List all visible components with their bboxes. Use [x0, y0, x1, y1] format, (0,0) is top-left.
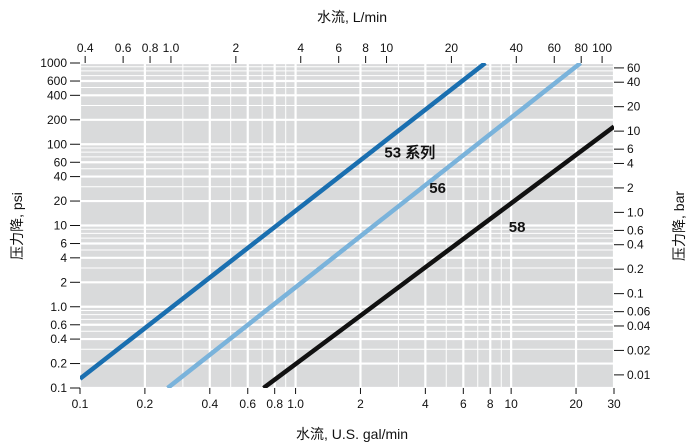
- x-top-tick-label: 8: [362, 41, 369, 55]
- x-top-tick-label: 80: [575, 41, 589, 55]
- y-left-tick-label: 0.4: [50, 332, 67, 346]
- y-left-tick-label: 60: [54, 155, 68, 169]
- x-bottom-tick-label: 10: [504, 397, 518, 411]
- y-right-tick-label: 40: [627, 75, 641, 89]
- y-left-tick-label: 1000: [40, 56, 67, 70]
- y-right-axis-title: 压力降, bar: [671, 191, 687, 261]
- y-left-tick-label: 40: [54, 170, 68, 184]
- labels-layer: 53 系列 56 58: [384, 143, 525, 236]
- x-bottom-tick-label: 0.8: [266, 397, 283, 411]
- y-left-tick-label: 0.2: [50, 357, 67, 371]
- x-bottom-tick-label: 4: [422, 397, 429, 411]
- y-right-tick-label: 0.6: [627, 223, 644, 237]
- major-grid: [78, 61, 616, 390]
- x-top-tick-label: 1.0: [163, 41, 180, 55]
- y-right-tick-label: 6: [627, 142, 634, 156]
- x-top-tick-label: 4: [297, 41, 304, 55]
- x-bottom-tick-label: 0.4: [201, 397, 218, 411]
- series-label-1: 53 系列: [384, 143, 435, 161]
- y-right-tick-label: 0.01: [627, 368, 651, 382]
- y-left-axis-title: 压力降, psi: [9, 192, 25, 260]
- y-left-tick-label: 2: [60, 275, 67, 289]
- y-left-tick-label: 200: [47, 113, 67, 127]
- y-right-tick-label: 10: [627, 124, 641, 138]
- y-left-tick-label: 20: [54, 194, 68, 208]
- x-top-tick-label: 60: [548, 41, 562, 55]
- y-left-tick-label: 6: [60, 237, 67, 251]
- x-top-tick-label: 20: [445, 41, 459, 55]
- series-line-2: [166, 63, 582, 388]
- series-label-2: 56: [429, 180, 446, 197]
- x-top-tick-label: 0.6: [115, 41, 132, 55]
- y-left-tick-label: 100: [47, 137, 67, 151]
- x-bottom-tick-label: 30: [607, 397, 621, 411]
- x-top-tick-label: 10: [380, 41, 394, 55]
- x-top-tick-label: 40: [510, 41, 524, 55]
- x-bottom-tick-label: 8: [487, 397, 494, 411]
- y-right-tick-label: 1.0: [627, 205, 644, 219]
- y-left-tick-label: 1.0: [50, 300, 67, 314]
- axes-layer: 0.10.20.40.61.02461020406010020040060010…: [40, 41, 650, 411]
- series-line-3: [262, 124, 614, 388]
- x-bottom-tick-label: 20: [569, 397, 583, 411]
- y-left-tick-label: 4: [60, 251, 67, 265]
- y-right-tick-label: 0.4: [627, 238, 644, 252]
- y-left-tick-label: 0.1: [50, 381, 67, 395]
- x-top-tick-label: 0.4: [77, 41, 94, 55]
- x-bottom-tick-label: 1.0: [287, 397, 304, 411]
- x-bottom-tick-label: 6: [460, 397, 467, 411]
- x-top-tick-label: 2: [232, 41, 239, 55]
- y-right-tick-label: 0.02: [627, 343, 651, 357]
- y-right-tick-label: 0.04: [627, 319, 651, 333]
- x-top-tick-label: 0.8: [142, 41, 159, 55]
- x-bottom-tick-label: 0.6: [239, 397, 256, 411]
- y-right-tick-label: 2: [627, 181, 634, 195]
- y-left-tick-label: 400: [47, 88, 67, 102]
- x-bottom-tick-label: 0.1: [72, 397, 89, 411]
- series-layer: [80, 63, 614, 388]
- x-top-tick-label: 100: [592, 41, 612, 55]
- x-top-axis-title: 水流, L/min: [317, 9, 387, 25]
- x-top-tick-label: 6: [335, 41, 342, 55]
- y-right-tick-label: 60: [627, 61, 641, 75]
- series-label-3: 58: [509, 219, 526, 236]
- y-left-tick-label: 600: [47, 74, 67, 88]
- series-line-1: [80, 63, 487, 381]
- y-right-tick-label: 20: [627, 100, 641, 114]
- y-right-tick-label: 0.1: [627, 287, 644, 301]
- x-bottom-tick-label: 0.2: [137, 397, 154, 411]
- y-right-tick-label: 0.2: [627, 262, 644, 276]
- x-bottom-axis-title: 水流, U.S. gal/min: [296, 426, 408, 442]
- y-right-tick-label: 0.06: [627, 305, 651, 319]
- x-bottom-tick-label: 2: [357, 397, 364, 411]
- y-left-tick-label: 0.6: [50, 318, 67, 332]
- y-left-tick-label: 10: [54, 219, 68, 233]
- y-right-tick-label: 4: [627, 156, 634, 170]
